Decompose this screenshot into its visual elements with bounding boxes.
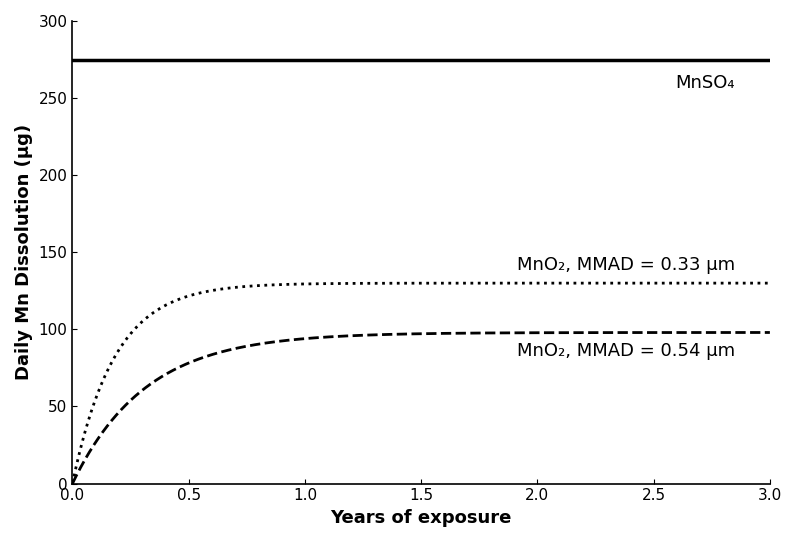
Y-axis label: Daily Mn Dissolution (μg): Daily Mn Dissolution (μg) (15, 124, 33, 380)
Text: MnSO₄: MnSO₄ (676, 74, 735, 92)
Text: MnO₂, MMAD = 0.54 μm: MnO₂, MMAD = 0.54 μm (517, 341, 735, 360)
X-axis label: Years of exposure: Years of exposure (331, 509, 512, 527)
Text: MnO₂, MMAD = 0.33 μm: MnO₂, MMAD = 0.33 μm (517, 256, 735, 274)
